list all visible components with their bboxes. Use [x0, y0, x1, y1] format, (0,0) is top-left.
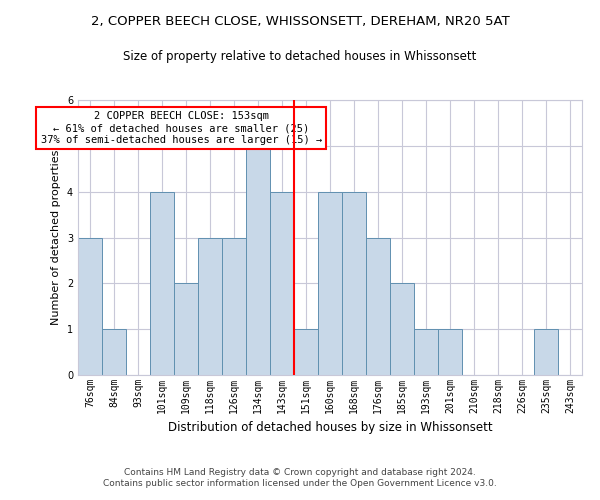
- Bar: [174, 284, 198, 375]
- Bar: [246, 146, 270, 375]
- Bar: [78, 238, 102, 375]
- Bar: [342, 192, 366, 375]
- Text: 2, COPPER BEECH CLOSE, WHISSONSETT, DEREHAM, NR20 5AT: 2, COPPER BEECH CLOSE, WHISSONSETT, DERE…: [91, 15, 509, 28]
- X-axis label: Distribution of detached houses by size in Whissonsett: Distribution of detached houses by size …: [167, 422, 493, 434]
- Text: Contains HM Land Registry data © Crown copyright and database right 2024.
Contai: Contains HM Land Registry data © Crown c…: [103, 468, 497, 487]
- Bar: [198, 238, 222, 375]
- Bar: [534, 329, 558, 375]
- Bar: [390, 284, 414, 375]
- Bar: [438, 329, 462, 375]
- Bar: [318, 192, 342, 375]
- Bar: [270, 192, 294, 375]
- Bar: [366, 238, 390, 375]
- Bar: [414, 329, 438, 375]
- Y-axis label: Number of detached properties: Number of detached properties: [52, 150, 61, 325]
- Bar: [102, 329, 126, 375]
- Bar: [150, 192, 174, 375]
- Text: Size of property relative to detached houses in Whissonsett: Size of property relative to detached ho…: [124, 50, 476, 63]
- Bar: [294, 329, 318, 375]
- Bar: [222, 238, 246, 375]
- Text: 2 COPPER BEECH CLOSE: 153sqm
← 61% of detached houses are smaller (25)
37% of se: 2 COPPER BEECH CLOSE: 153sqm ← 61% of de…: [41, 112, 322, 144]
